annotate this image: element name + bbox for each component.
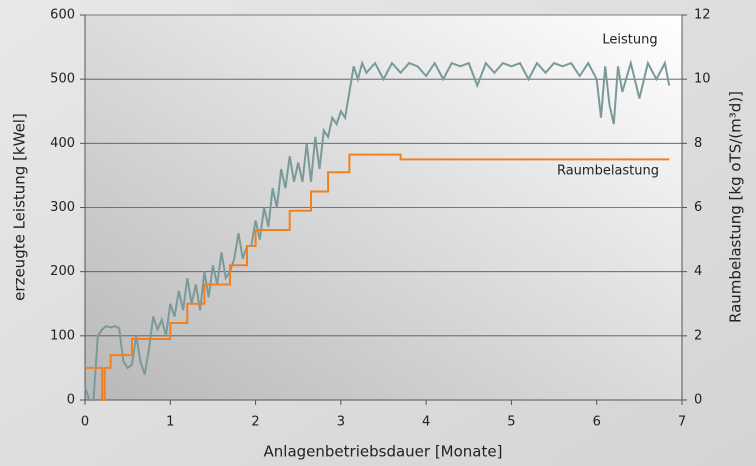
x-tick-label: 0 [81,415,89,430]
y-tick-label: 500 [50,72,75,87]
y2-tick-label: 10 [694,72,711,87]
y2-tick-label: 0 [694,393,702,408]
y2-axis-label: Raumbelastung [kg oTS/(m³d)] [727,91,745,323]
series-line [85,153,670,401]
y-tick-label: 200 [50,264,75,279]
series-line [84,59,671,401]
y-tick-label: 400 [50,136,75,151]
x-tick-label: 2 [251,415,259,430]
x-axis-label: Anlagenbetriebsdauer [Monate] [264,443,503,461]
x-tick-label: 4 [422,415,430,430]
y-tick-label: 300 [50,200,75,215]
y-tick-label: 100 [50,328,75,343]
y-tick-label: 0 [67,393,75,408]
y2-tick-label: 12 [694,8,711,23]
y2-tick-label: 6 [694,200,702,215]
x-tick-label: 6 [593,415,601,430]
y-axis-label: erzeugte Leistung [kWel] [11,113,29,301]
x-tick-label: 3 [337,415,345,430]
x-tick-label: 7 [678,415,686,430]
annotation: Raumbelastung [557,164,659,179]
annotation: Leistung [602,33,657,48]
y2-tick-label: 2 [694,328,702,343]
y2-tick-label: 4 [694,264,702,279]
x-tick-label: 5 [507,415,515,430]
y2-tick-label: 8 [694,136,702,151]
y-tick-label: 600 [50,8,75,23]
x-tick-label: 1 [166,415,174,430]
